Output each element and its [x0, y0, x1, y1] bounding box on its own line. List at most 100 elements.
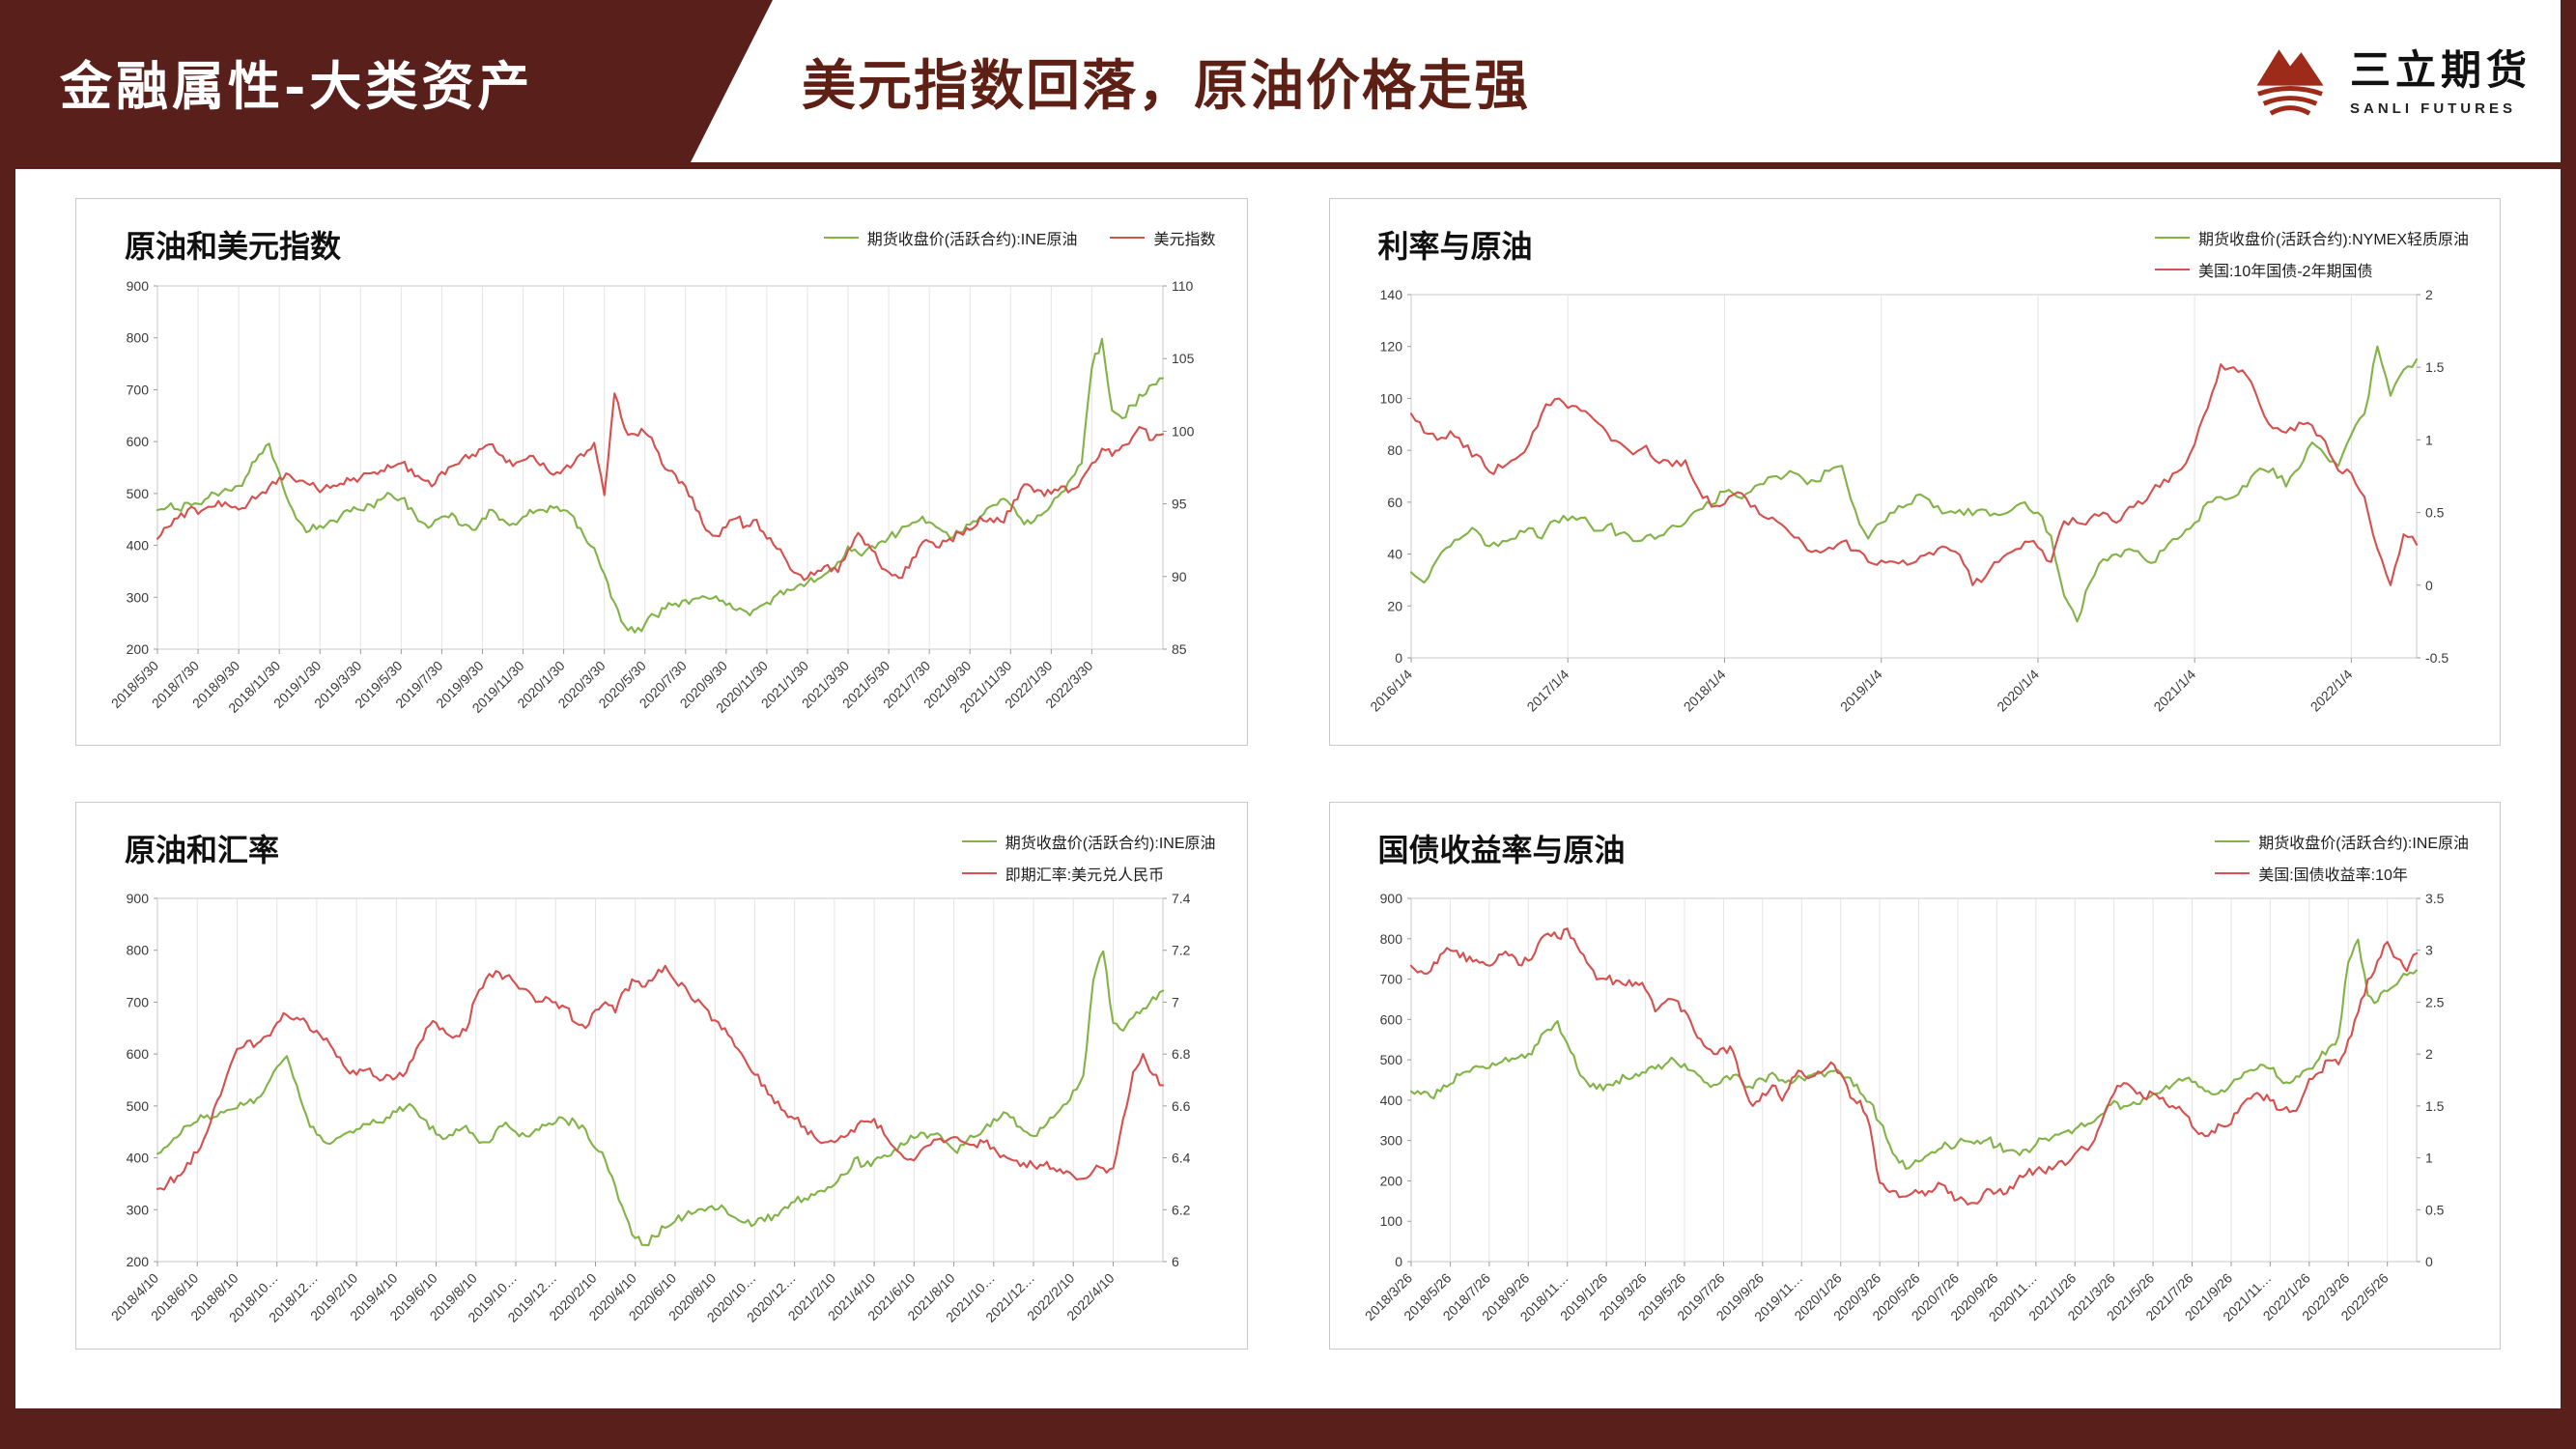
chart-legend: 期货收盘价(活跃合约):NYMEX轻质原油 美国:10年国债-2年期国债 — [2154, 222, 2469, 281]
y-tick-label: 6 — [1172, 1254, 1179, 1269]
panel-rates-oil: 利率与原油 期货收盘价(活跃合约):NYMEX轻质原油 美国:10年国债-2年期国… — [1328, 198, 2501, 746]
x-tick-label: 2022/1/4 — [2307, 667, 2355, 715]
y-tick-label: 6.4 — [1172, 1151, 1191, 1166]
y-tick-label: 85 — [1172, 641, 1187, 657]
legend-swatch-line — [2154, 269, 2190, 270]
y-tick-label: 600 — [127, 434, 150, 449]
panel-oil-fx: 原油和汇率 期货收盘价(活跃合约):INE原油 即期汇率:美元兑人民币 2018/… — [75, 802, 1248, 1350]
y-tick-label: 105 — [1172, 351, 1195, 366]
legend-swatch-line — [1110, 237, 1146, 239]
plot-frame — [156, 285, 1164, 650]
y-tick-label: 6.8 — [1172, 1046, 1191, 1062]
series-line-red — [1409, 927, 2418, 1206]
logo-name: 三立期货 — [2349, 46, 2532, 94]
y-tick-label: 100 — [1172, 423, 1195, 439]
y-tick-label: 900 — [127, 891, 150, 906]
y-tick-label: 700 — [1379, 972, 1402, 987]
y-tick-label: 60 — [1387, 495, 1402, 510]
y-tick-label: 6.6 — [1172, 1098, 1191, 1114]
y-tick-label: 0.5 — [2425, 505, 2445, 521]
y-tick-label: 300 — [127, 1202, 150, 1217]
y-tick-label: 1 — [2425, 1151, 2433, 1166]
legend-swatch-line — [2215, 840, 2250, 842]
legend-label: 期货收盘价(活跃合约):NYMEX轻质原油 — [2197, 232, 2469, 248]
y-tick-label: 300 — [1379, 1133, 1402, 1149]
y-tick-label: 100 — [1379, 390, 1402, 406]
y-tick-label: 500 — [127, 486, 150, 501]
y-tick-label: 0 — [2425, 1254, 2433, 1269]
plot-frame — [156, 897, 1164, 1263]
line-chart-rates-oil: 2016/1/4 2017/1/4 2018/1/4 2019/1/4 2020/1/4… — [1367, 287, 2449, 715]
chart-title: 国债收益率与原油 — [1377, 832, 1626, 868]
y-tick-label: 7.2 — [1172, 943, 1191, 958]
y-tick-label: 500 — [127, 1098, 150, 1114]
panel-oil-usd-index: 原油和美元指数 期货收盘价(活跃合约):INE原油 美元指数 2018/5/30 2… — [75, 198, 1248, 746]
y-tick-label: 3 — [2425, 943, 2433, 958]
y-tick-label: 7.4 — [1172, 891, 1191, 906]
y-tick-label: 1 — [2425, 432, 2433, 447]
y-tick-label: 700 — [127, 994, 150, 1009]
y-tick-label: 2 — [2425, 287, 2433, 302]
footer-bar — [0, 1408, 2576, 1449]
y-tick-label: 800 — [1379, 931, 1402, 947]
legend-swatch-line — [961, 872, 997, 874]
legend-item: 期货收盘价(活跃合约):INE原油 — [961, 830, 1216, 853]
x-tick-label: 2016/1/4 — [1367, 667, 1415, 715]
legend-label: 美国:国债收益率:10年 — [2258, 867, 2408, 884]
line-chart-yield-oil: 2018/3/262018/5/262018/7/262018/9/262018… — [1361, 891, 2445, 1324]
legend-item: 美国:国债收益率:10年 — [2215, 862, 2408, 885]
y-tick-label: 900 — [1379, 891, 1402, 906]
company-logo: 三立期货 SANLI FUTURES — [2246, 33, 2532, 122]
plot-frame — [1410, 294, 2417, 659]
series-line-red — [1409, 363, 2418, 586]
chart-title: 原油和美元指数 — [125, 228, 342, 265]
chart-legend: 期货收盘价(活跃合约):INE原油 美元指数 — [823, 222, 1216, 249]
x-tick-label: 2017/1/4 — [1523, 667, 1571, 715]
panel-treasury-yield-oil: 国债收益率与原油 期货收盘价(活跃合约):INE原油 美国:国债收益率:10年 2… — [1328, 802, 2501, 1350]
y-tick-label: 200 — [127, 1254, 150, 1269]
y-tick-label: 500 — [1379, 1052, 1402, 1067]
slide-title: 美元指数回落，原油价格走强 — [802, 54, 1530, 118]
legend-label: 期货收盘价(活跃合约):INE原油 — [2258, 836, 2469, 852]
x-tick-label: 2021/1/4 — [2150, 667, 2198, 715]
x-tick-label: 2020/1/4 — [1994, 667, 2042, 715]
slide-tag-label: 金融属性-大类资产 — [60, 54, 534, 117]
y-tick-label: 7 — [1172, 994, 1179, 1009]
legend-swatch-line — [2154, 237, 2190, 239]
y-tick-label: 400 — [127, 1151, 150, 1166]
y-tick-label: 200 — [127, 641, 150, 657]
y-tick-label: -0.5 — [2425, 650, 2449, 666]
y-tick-label: 90 — [1172, 569, 1187, 584]
y-tick-label: 100 — [1379, 1213, 1402, 1229]
y-tick-label: 0 — [2425, 578, 2433, 593]
content-grid: 原油和美元指数 期货收盘价(活跃合约):INE原油 美元指数 2018/5/30 2… — [75, 198, 2501, 1350]
x-tick-label: 2018/1/4 — [1680, 667, 1728, 715]
y-tick-label: 1.5 — [2425, 359, 2445, 375]
y-tick-label: 20 — [1387, 598, 1402, 613]
y-tick-label: 200 — [1379, 1173, 1402, 1188]
chart-legend: 期货收盘价(活跃合约):INE原油 美国:国债收益率:10年 — [2215, 826, 2469, 885]
legend-swatch-line — [2215, 872, 2250, 874]
y-tick-label: 120 — [1379, 339, 1402, 355]
y-tick-label: 600 — [1379, 1011, 1402, 1027]
chart-title: 利率与原油 — [1377, 228, 1533, 265]
legend-item: 期货收盘价(活跃合约):INE原油 — [823, 226, 1077, 249]
y-tick-label: 0 — [1395, 1254, 1402, 1269]
chart-legend: 期货收盘价(活跃合约):INE原油 即期汇率:美元兑人民币 — [961, 826, 1216, 885]
mountain-logo-icon — [2256, 49, 2324, 116]
panel-head: 原油和汇率 期货收盘价(活跃合约):INE原油 即期汇率:美元兑人民币 — [98, 820, 1226, 885]
series-line-red — [156, 392, 1165, 582]
legend-item: 即期汇率:美元兑人民币 — [961, 862, 1164, 885]
y-tick-label: 300 — [127, 589, 150, 605]
plot-frame — [1410, 897, 2417, 1263]
series-line-green — [1409, 345, 2418, 623]
legend-swatch-line — [823, 237, 859, 239]
legend-swatch-line — [961, 840, 997, 842]
line-chart-oil-usd: 2018/5/302018/7/302018/9/302018/11/30201… — [108, 278, 1195, 716]
series-line-green — [156, 337, 1165, 634]
y-tick-label: 2.5 — [2425, 994, 2445, 1009]
y-tick-label: 400 — [1379, 1093, 1402, 1108]
y-tick-label: 3.5 — [2425, 891, 2445, 906]
y-tick-label: 6.2 — [1172, 1202, 1191, 1217]
y-tick-label: 900 — [127, 278, 150, 294]
